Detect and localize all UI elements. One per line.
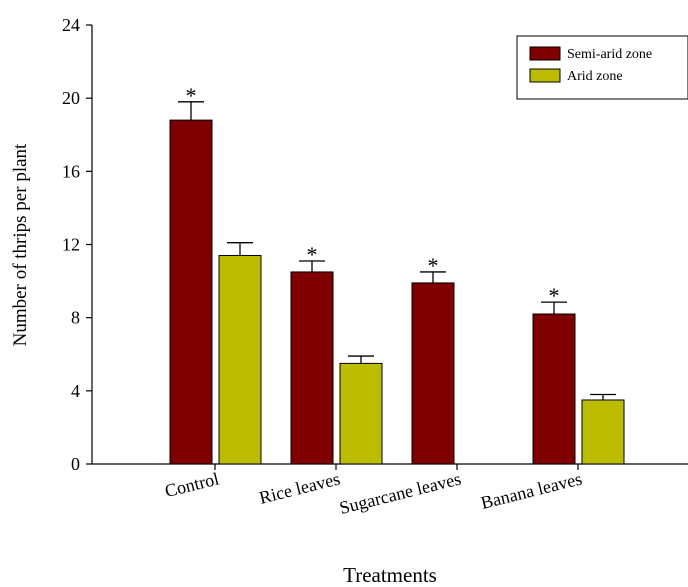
plot-area: 0 4 8 12 16 20 24 * * * * Control Rice leavesSugar…: [62, 15, 688, 518]
y-tick-label: 16: [62, 161, 80, 181]
legend-label-semi-arid: Semi-arid zone: [567, 47, 652, 62]
significance-marker: *: [428, 253, 439, 278]
bar-semi-arid-1: [290, 271, 334, 465]
y-axis-title: Number of thrips per plant: [10, 143, 31, 346]
x-tick-label: Control: [163, 468, 221, 501]
bars-group: * * * *: [169, 83, 625, 465]
x-tick-label: Sugarcane leaves: [337, 468, 463, 518]
y-tick-label: 8: [71, 308, 80, 328]
legend-box: [516, 35, 688, 100]
significance-marker: *: [549, 283, 560, 308]
y-tick-label: 4: [71, 381, 80, 401]
bar-semi-arid-0: [169, 119, 213, 465]
y-tick-label: 20: [62, 88, 80, 108]
legend-label-arid: Arid zone: [567, 69, 623, 84]
bar-semi-arid-2: [411, 282, 455, 465]
legend: Semi-arid zone Arid zone: [516, 35, 688, 100]
bar-arid-0: [218, 254, 262, 465]
y-tick-label: 0: [71, 454, 80, 474]
x-axis-title: Treatments: [343, 563, 437, 587]
bar-arid-1: [339, 362, 383, 465]
significance-marker: *: [186, 83, 197, 108]
y-axis-ticks: 0 4 8 12 16 20 24: [62, 15, 92, 474]
y-tick-label: 24: [62, 15, 80, 35]
x-tick-label: Banana leaves: [479, 468, 584, 512]
legend-swatch-arid: [529, 68, 561, 83]
significance-marker: *: [307, 242, 318, 267]
y-tick-label: 12: [62, 235, 80, 255]
legend-swatch-semi-arid: [529, 46, 561, 61]
bar-arid-3: [581, 399, 625, 465]
x-tick-label: Rice leaves: [257, 468, 342, 507]
bar-semi-arid-3: [532, 313, 576, 465]
